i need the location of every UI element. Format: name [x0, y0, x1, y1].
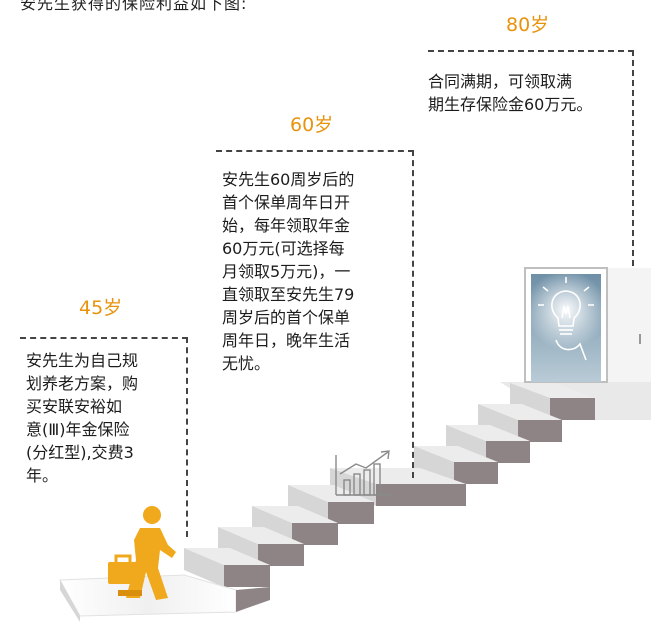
intro-text: 安先生获得的保险利益如下图: — [20, 0, 248, 13]
stage-text-60: 安先生60周岁后的 首个保单周年日开 始，每年领取年金 60万元(可选择每 月领… — [222, 168, 412, 375]
growth-chart-icon — [335, 450, 392, 496]
dashed-line — [20, 337, 188, 339]
text-line: 60万元(可选择每 — [222, 239, 345, 258]
text-line: 期生存保险金60万元。 — [428, 95, 593, 114]
age-label-80: 80岁 — [506, 14, 550, 36]
age-label-45: 45岁 — [79, 297, 123, 319]
text-line: 划养老方案，购 — [26, 374, 139, 393]
text-line: 直领取至安先生79 — [222, 285, 355, 304]
text-line: 无忧。 — [222, 354, 271, 373]
text-line: 意(Ⅲ)年金保险 — [26, 420, 130, 439]
text-line: 买安联安裕如 — [26, 397, 123, 416]
lightbulb-icon — [538, 277, 594, 361]
text-line: 安先生60周岁后的 — [222, 170, 355, 189]
text-line: 首个保单周年日开 — [222, 193, 351, 212]
text-line: 安先生为自己规 — [26, 351, 139, 370]
text-line: 始，每年领取年金 — [222, 216, 351, 235]
dashed-line — [632, 50, 634, 266]
text-line: 月领取5万元)，一 — [222, 262, 351, 281]
text-line: 周岁后的首个保单 — [222, 308, 351, 327]
dashed-line — [428, 50, 634, 52]
age-label-60: 60岁 — [290, 114, 334, 136]
dashed-line — [412, 150, 414, 478]
text-line: 合同满期，可领取满 — [428, 72, 573, 91]
dashed-line — [216, 150, 414, 152]
text-line: 周年日，晚年生活 — [222, 331, 351, 350]
businessman-icon — [108, 506, 176, 600]
text-line: 年。 — [26, 466, 59, 485]
text-line: (分红型),交费3 — [26, 443, 134, 462]
stage-text-45: 安先生为自己规 划养老方案，购 买安联安裕如 意(Ⅲ)年金保险 (分红型),交费… — [26, 349, 186, 487]
dashed-line — [186, 337, 188, 537]
stage-text-80: 合同满期，可领取满 期生存保险金60万元。 — [428, 70, 633, 116]
